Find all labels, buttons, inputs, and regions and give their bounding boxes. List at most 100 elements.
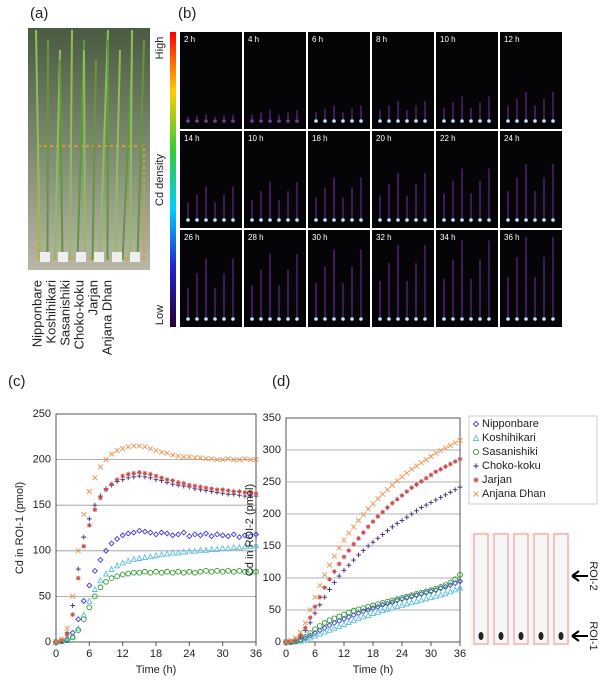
signal-streak bbox=[278, 114, 280, 119]
signal-spot bbox=[277, 317, 281, 321]
data-point bbox=[443, 492, 448, 498]
data-point bbox=[97, 464, 104, 470]
signal-spot bbox=[359, 317, 363, 321]
data-point bbox=[242, 455, 248, 462]
signal-streak bbox=[516, 257, 518, 317]
signal-spot bbox=[250, 317, 254, 321]
data-point bbox=[197, 532, 204, 539]
data-point bbox=[452, 586, 459, 593]
signal-streak bbox=[452, 180, 454, 218]
data-point bbox=[147, 552, 154, 560]
signal-spot bbox=[350, 119, 354, 123]
image-tile bbox=[436, 131, 498, 228]
signal-spot bbox=[314, 317, 318, 321]
signal-spot bbox=[551, 119, 555, 123]
time-label: 28 h bbox=[248, 233, 264, 242]
time-label: 2 h bbox=[184, 35, 195, 44]
data-point bbox=[331, 615, 338, 622]
data-point bbox=[316, 627, 323, 634]
data-point bbox=[350, 524, 357, 530]
time-label: 4 h bbox=[248, 35, 259, 44]
data-point bbox=[394, 521, 400, 526]
data-point bbox=[322, 585, 328, 590]
data-point bbox=[97, 556, 104, 563]
data-point bbox=[447, 461, 453, 467]
signal-streak bbox=[443, 193, 445, 218]
signal-spot bbox=[259, 218, 263, 222]
data-point bbox=[81, 511, 87, 518]
signal-streak bbox=[278, 200, 280, 218]
data-point bbox=[114, 477, 120, 483]
data-point bbox=[92, 593, 98, 600]
data-point bbox=[158, 529, 165, 536]
signal-streak bbox=[424, 173, 426, 218]
data-point bbox=[225, 488, 231, 494]
data-point bbox=[384, 486, 391, 493]
data-point bbox=[356, 552, 361, 558]
data-point bbox=[92, 475, 98, 481]
data-point bbox=[97, 584, 104, 591]
data-point bbox=[331, 624, 338, 631]
x-tick-label: 36 bbox=[250, 648, 262, 660]
data-point bbox=[64, 632, 70, 638]
data-point bbox=[202, 546, 210, 553]
data-point bbox=[389, 482, 396, 488]
data-point bbox=[241, 532, 248, 539]
data-point bbox=[302, 625, 308, 631]
legend-marker bbox=[472, 434, 480, 442]
image-tile bbox=[500, 230, 562, 327]
data-point bbox=[53, 639, 59, 645]
signal-streak bbox=[223, 115, 225, 119]
data-point bbox=[456, 584, 464, 591]
data-point bbox=[433, 450, 439, 456]
signal-streak bbox=[333, 177, 335, 218]
data-point bbox=[356, 535, 361, 541]
data-point bbox=[452, 440, 458, 446]
data-point bbox=[153, 447, 159, 454]
signal-spot bbox=[268, 317, 272, 321]
data-point bbox=[404, 489, 410, 494]
data-point bbox=[408, 598, 415, 606]
data-point bbox=[241, 542, 249, 550]
legend-marker bbox=[473, 463, 479, 469]
signal-streak bbox=[187, 202, 189, 218]
data-point bbox=[428, 453, 434, 460]
data-point bbox=[203, 455, 209, 462]
time-label: 34 h bbox=[440, 233, 456, 242]
scale-low: Low bbox=[154, 305, 166, 325]
data-point bbox=[443, 464, 448, 470]
image-tile bbox=[308, 230, 370, 327]
signal-spot bbox=[295, 218, 299, 222]
x-tick-label: 24 bbox=[183, 648, 195, 660]
signal-spot bbox=[542, 317, 546, 321]
signal-spot bbox=[195, 119, 199, 123]
arrow bbox=[571, 630, 588, 642]
time-label: 14 h bbox=[184, 134, 200, 143]
data-point bbox=[351, 557, 357, 563]
data-point bbox=[293, 637, 299, 642]
data-point bbox=[114, 535, 121, 542]
signal-spot bbox=[332, 317, 336, 321]
data-point bbox=[404, 470, 410, 476]
signal-streak bbox=[260, 269, 262, 317]
data-point bbox=[131, 443, 137, 449]
data-point bbox=[297, 637, 304, 644]
signal-spot bbox=[341, 119, 345, 123]
data-point bbox=[147, 569, 154, 576]
signal-spot bbox=[487, 218, 491, 222]
image-tile bbox=[500, 32, 562, 129]
data-point bbox=[236, 456, 243, 463]
signal-spot bbox=[460, 317, 464, 321]
data-point bbox=[414, 482, 419, 487]
data-point bbox=[64, 637, 70, 644]
signal-streak bbox=[516, 177, 518, 218]
data-point bbox=[236, 534, 243, 541]
data-point bbox=[365, 506, 371, 512]
data-point bbox=[360, 530, 366, 535]
data-point bbox=[447, 489, 453, 495]
data-point bbox=[75, 548, 81, 554]
signal-streak bbox=[479, 102, 481, 119]
data-point bbox=[253, 568, 259, 575]
data-point bbox=[108, 540, 115, 547]
signal-streak bbox=[360, 177, 362, 218]
